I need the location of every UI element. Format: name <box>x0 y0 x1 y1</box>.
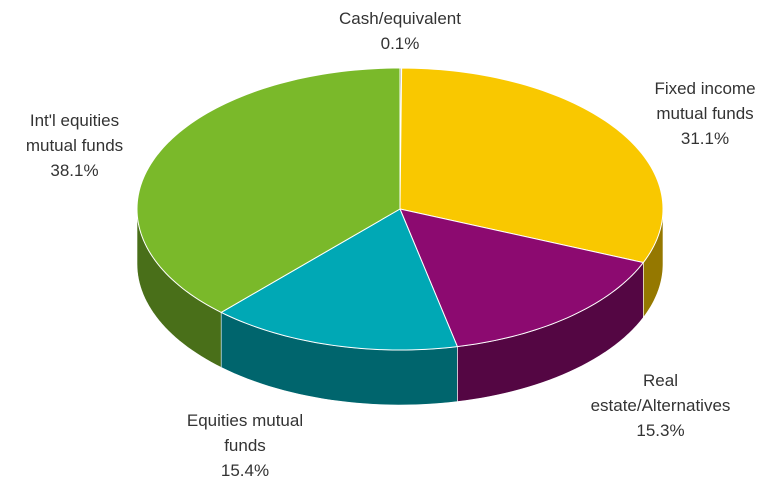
slice <box>399 208 645 348</box>
slice <box>220 208 459 351</box>
category-label: Fixed income mutual funds <box>654 79 756 123</box>
value-label: 0.1% <box>380 34 420 53</box>
category-label: Real estate/Alternatives <box>590 371 731 415</box>
slice-label: Cash/equivalent 0.1% <box>320 6 480 56</box>
slice-label: Int'l equities mutual funds 38.1% <box>12 108 137 183</box>
value-label: 38.1% <box>50 161 99 180</box>
value-label: 15.4% <box>220 461 270 480</box>
slice-label: Fixed income mutual funds 31.1% <box>640 76 769 151</box>
slice <box>136 67 401 313</box>
category-label: Int'l equities mutual funds <box>25 111 124 155</box>
value-label: 31.1% <box>680 129 730 148</box>
slice <box>399 67 664 264</box>
category-label: Equities mutual funds <box>186 411 304 455</box>
slice-label: Equities mutual funds 15.4% <box>170 408 320 483</box>
value-label: 15.3% <box>636 421 685 440</box>
slice-label: Real estate/Alternatives 15.3% <box>578 368 743 443</box>
category-label: Cash/equivalent <box>339 9 461 28</box>
